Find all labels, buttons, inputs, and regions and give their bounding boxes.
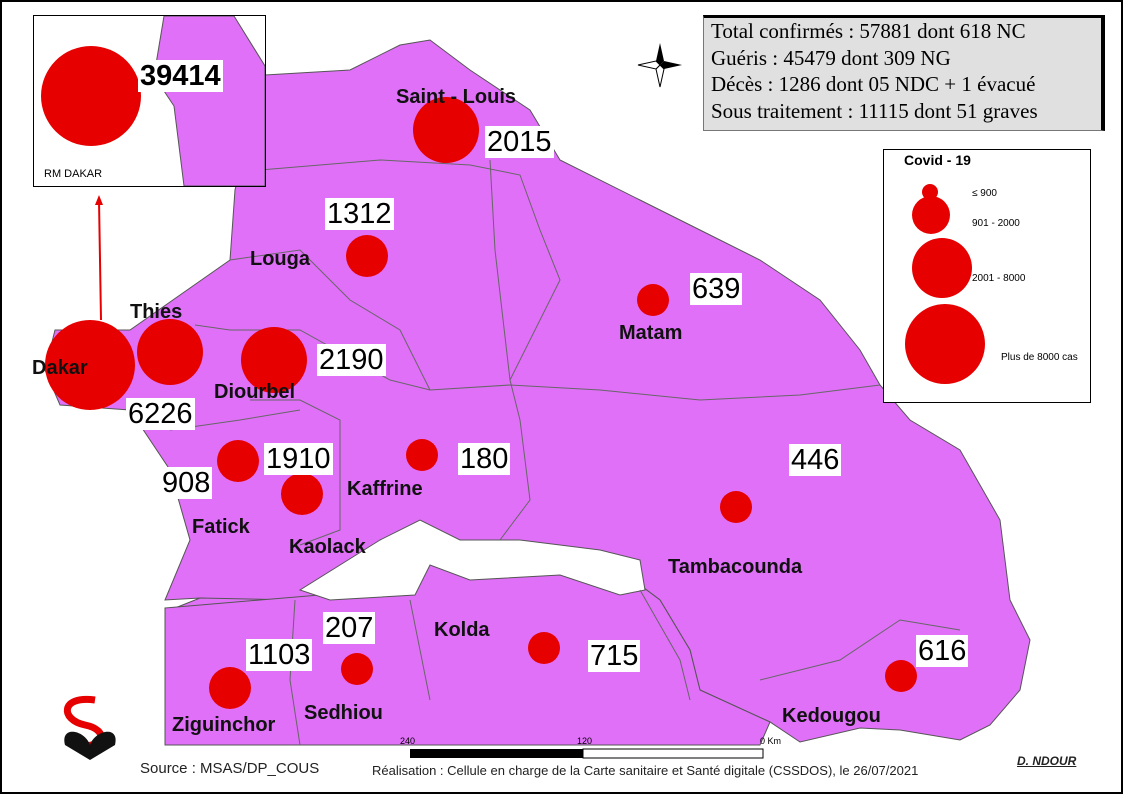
- stat-recovered: Guéris : 45479 dont 309 NG: [711, 45, 951, 70]
- legend-title: Covid - 19: [904, 152, 971, 168]
- legend-class-2: 901 - 2000: [972, 218, 1020, 229]
- region-label: Diourbel: [214, 381, 296, 403]
- region-value: 6226: [126, 398, 195, 430]
- circle-ziguinchor: [209, 667, 251, 709]
- region-label: Matam: [619, 322, 683, 344]
- region-value: 1910: [264, 443, 333, 475]
- region-value: 207: [323, 612, 376, 644]
- msas-logo: [64, 695, 116, 760]
- gambia: [298, 519, 646, 601]
- source-text: Source : MSAS/DP_COUS: [140, 760, 320, 777]
- region-label: Kaffrine: [347, 478, 423, 500]
- region-label: Thies: [130, 301, 183, 323]
- scale-tick: 0 Km: [760, 736, 782, 746]
- region-label: Dakar: [32, 357, 88, 379]
- circle-diourbel: [241, 327, 307, 393]
- region-label: Kedougou: [782, 705, 881, 727]
- region-value: 1312: [325, 198, 394, 230]
- scale-bar: [410, 748, 764, 759]
- circle-kedougou: [885, 660, 917, 692]
- inset-value: 39414: [138, 60, 223, 92]
- region-label: Fatick: [192, 516, 250, 538]
- circle-sedhiou: [341, 653, 373, 685]
- region-label: Tambacounda: [668, 556, 803, 578]
- circle-fatick: [217, 440, 259, 482]
- region-value: 715: [588, 640, 641, 672]
- legend-class-4: Plus de 8000 cas: [1001, 352, 1078, 363]
- region-value: 446: [789, 444, 842, 476]
- circle-louga: [346, 235, 388, 277]
- region-value: 639: [690, 273, 743, 305]
- circle-matam: [637, 284, 669, 316]
- region-value: 1103: [246, 639, 313, 671]
- stat-confirmed: Total confirmés : 57881 dont 618 NC: [711, 19, 1026, 43]
- circle-kaffrine: [406, 439, 438, 471]
- legend-class-3: 2001 - 8000: [972, 273, 1026, 284]
- region-value: 908: [160, 467, 213, 499]
- author-text: D. NDOUR: [1017, 754, 1077, 768]
- stat-deaths: Décès : 1286 dont 05 NDC + 1 évacué: [711, 72, 1036, 96]
- region-label: Ziguinchor: [172, 714, 276, 736]
- region-value: 2015: [485, 126, 554, 158]
- inset-label: RM DAKAR: [44, 168, 103, 180]
- scale-tick: 120: [577, 736, 593, 746]
- stats-box: Total confirmés : 57881 dont 618 NC Guér…: [703, 15, 1105, 131]
- inset-dakar: 39414 RM DAKAR: [33, 15, 266, 187]
- case-circles: [45, 97, 917, 709]
- region-value: 616: [916, 635, 969, 667]
- inset-arrow: [98, 199, 102, 321]
- legend-class-1: ≤ 900: [972, 188, 997, 199]
- circle-dakar: [45, 320, 135, 410]
- circle-thies: [137, 319, 203, 385]
- circle-tambacounda: [720, 491, 752, 523]
- region-label: Sedhiou: [304, 702, 383, 724]
- region-label: Kaolack: [289, 536, 366, 558]
- region-label: Louga: [250, 248, 310, 270]
- legend: Covid - 19 ≤ 900 901 - 2000 2001 - 8000 …: [883, 149, 1091, 403]
- circle-kolda: [528, 632, 560, 664]
- realisation-text: Réalisation : Cellule en charge de la Ca…: [372, 763, 919, 778]
- region-label: Kolda: [434, 619, 490, 641]
- circle-saint-louis: [413, 97, 479, 163]
- region-value: 2190: [317, 344, 386, 376]
- region-label: Saint - Louis: [396, 86, 516, 108]
- north-arrow-icon: [637, 43, 682, 88]
- stat-treatment: Sous traitement : 11115 dont 51 graves: [711, 98, 1038, 123]
- circle-kaolack: [281, 473, 323, 515]
- scale-tick: 240: [400, 736, 416, 746]
- region-value: 180: [458, 443, 511, 475]
